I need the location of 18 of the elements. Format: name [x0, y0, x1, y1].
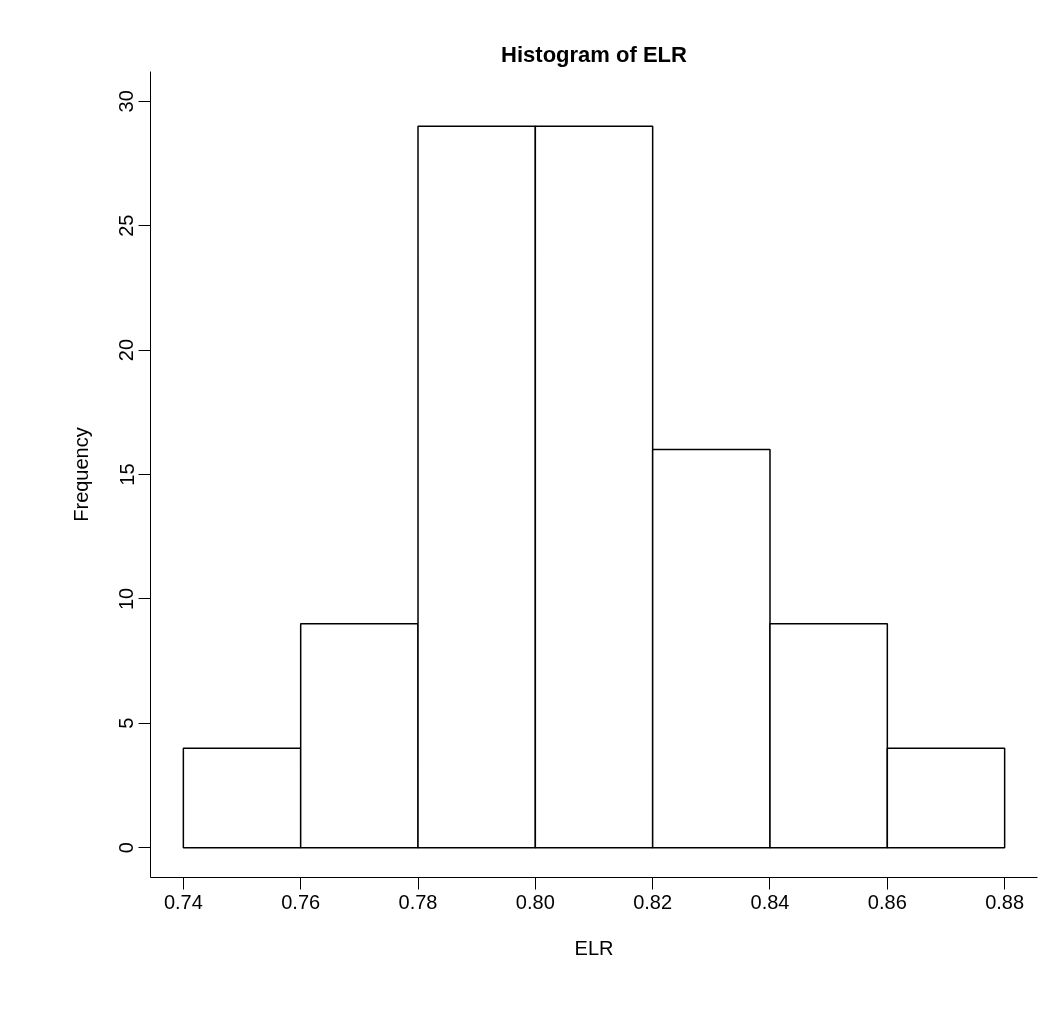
x-tick-label: 0.74 — [163, 890, 203, 913]
y-tick-label: 15 — [115, 463, 138, 486]
y-tick-label: 5 — [115, 717, 138, 729]
x-tick-label: 0.88 — [985, 890, 1025, 913]
x-tick-label: 0.84 — [750, 890, 790, 913]
y-tick-label: 25 — [115, 214, 138, 237]
y-axis-title: Frequency — [69, 427, 92, 522]
x-axis-title: ELR — [574, 936, 614, 959]
y-tick-label: 0 — [115, 842, 138, 854]
chart-title: Histogram of ELR — [501, 41, 688, 67]
x-tick-label: 0.76 — [281, 890, 321, 913]
y-tick-label: 30 — [115, 90, 138, 113]
y-tick-label: 20 — [115, 338, 138, 362]
x-tick-label: 0.82 — [633, 890, 673, 913]
x-tick-label: 0.80 — [515, 890, 555, 913]
y-tick-label: 10 — [115, 587, 138, 611]
x-tick-label: 0.86 — [867, 890, 907, 913]
x-tick-label: 0.78 — [398, 890, 438, 913]
